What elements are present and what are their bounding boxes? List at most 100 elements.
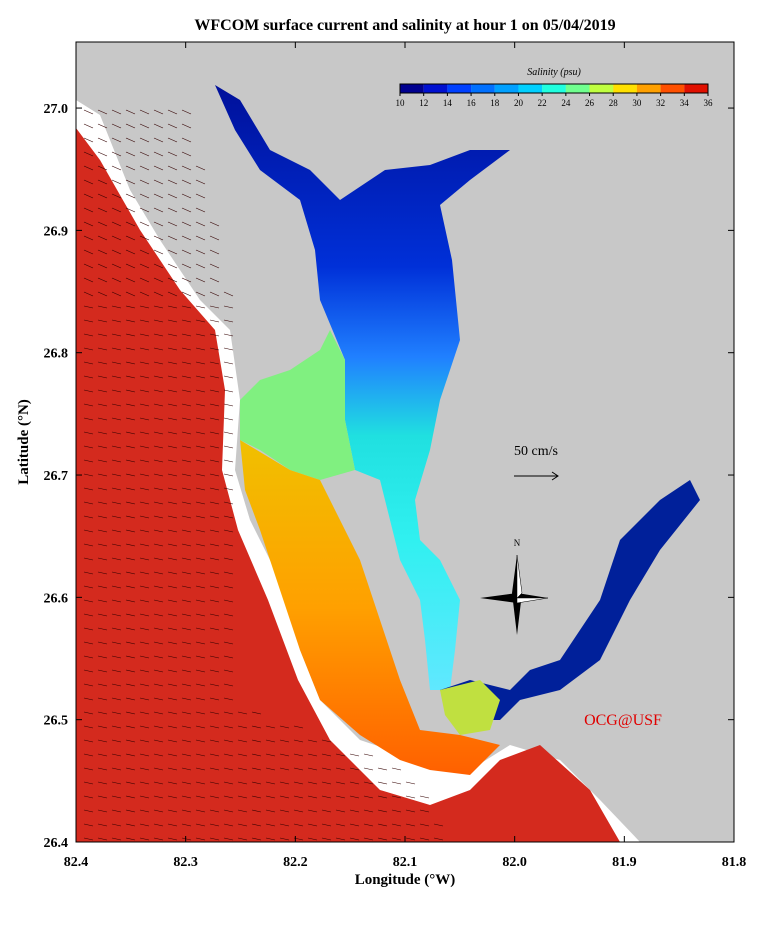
current-vector	[195, 599, 206, 603]
y-axis-label: Latitude (°N)	[16, 399, 32, 485]
current-vector	[391, 781, 402, 785]
current-vector	[97, 333, 108, 337]
current-vector	[349, 823, 360, 827]
current-vector	[209, 753, 220, 757]
current-vector	[265, 767, 276, 771]
current-vector	[139, 109, 150, 115]
current-vector	[111, 263, 122, 269]
current-vector	[167, 473, 178, 477]
current-vector	[83, 753, 94, 757]
current-vector	[153, 207, 164, 213]
current-vector	[111, 753, 122, 757]
current-vector	[265, 823, 276, 827]
current-vector	[209, 249, 220, 255]
current-vector	[223, 697, 234, 701]
current-vector	[139, 501, 150, 505]
current-vector	[279, 767, 290, 771]
current-vector	[125, 193, 136, 199]
current-vector	[349, 781, 360, 785]
credit: OCG@USF	[584, 712, 662, 729]
current-vector	[83, 767, 94, 771]
gulf-water	[76, 128, 620, 842]
current-vector	[181, 165, 192, 171]
current-vector	[111, 725, 122, 729]
current-vector	[153, 697, 164, 701]
current-vector	[265, 809, 276, 813]
current-vector	[167, 529, 178, 533]
current-vector	[223, 333, 234, 337]
current-vector	[125, 123, 136, 129]
current-vector	[139, 179, 150, 185]
current-vector	[125, 291, 136, 297]
current-vector	[97, 655, 108, 659]
current-vector	[167, 305, 178, 309]
current-vector	[111, 445, 122, 449]
current-vector	[195, 683, 206, 687]
current-vector	[111, 333, 122, 337]
current-vector	[265, 725, 276, 729]
current-vector	[293, 767, 304, 771]
current-vector	[363, 823, 374, 827]
current-vector	[139, 613, 150, 617]
current-vector	[223, 375, 234, 379]
current-vector	[195, 319, 206, 323]
current-vector	[433, 823, 444, 827]
current-vector	[279, 795, 290, 799]
current-vector	[97, 123, 108, 129]
current-vector	[167, 697, 178, 701]
y-tick-label: 26.5	[44, 714, 69, 729]
current-vector	[167, 179, 178, 185]
current-vector	[139, 823, 150, 827]
current-vector	[209, 669, 220, 673]
current-vector	[139, 361, 150, 365]
current-vector	[83, 613, 94, 617]
current-vector	[237, 837, 248, 841]
current-vector	[97, 501, 108, 505]
current-vector	[139, 263, 150, 269]
current-vector	[209, 389, 220, 393]
current-vector	[307, 781, 318, 785]
current-vector	[335, 753, 346, 757]
current-vector	[153, 179, 164, 185]
current-vector	[223, 543, 234, 547]
current-vector	[279, 837, 290, 841]
current-vector	[139, 137, 150, 143]
current-vector	[223, 641, 234, 645]
current-vector	[223, 739, 234, 743]
current-vector	[97, 459, 108, 463]
colorbar-tick-label: 22	[538, 98, 547, 108]
compass-highlight	[516, 554, 549, 604]
current-vector	[251, 753, 262, 757]
current-vector	[195, 263, 206, 269]
current-vector	[209, 711, 220, 715]
current-vector	[223, 767, 234, 771]
current-vector	[307, 795, 318, 799]
current-vector	[97, 375, 108, 379]
current-vector	[223, 795, 234, 799]
colorbar-tick-label: 10	[396, 98, 406, 108]
current-vector	[153, 109, 164, 115]
current-vector	[237, 795, 248, 799]
current-vector	[167, 837, 178, 841]
current-vector	[97, 445, 108, 449]
current-vector	[181, 123, 192, 129]
current-vector	[181, 277, 192, 283]
current-vector	[83, 431, 94, 435]
current-vector	[223, 711, 234, 715]
current-vector	[251, 739, 262, 743]
current-vector	[125, 389, 136, 393]
current-vector	[223, 403, 234, 407]
current-vector	[153, 683, 164, 687]
current-vector	[251, 767, 262, 771]
current-vector	[167, 389, 178, 393]
current-vector	[167, 459, 178, 463]
colorbar-segment	[589, 84, 614, 93]
current-vector	[195, 417, 206, 421]
current-vector	[83, 501, 94, 505]
current-vector	[83, 375, 94, 379]
current-vector	[279, 739, 290, 743]
current-vector	[97, 823, 108, 827]
current-vector	[167, 221, 178, 227]
current-vector	[209, 277, 220, 283]
current-vector	[125, 417, 136, 421]
